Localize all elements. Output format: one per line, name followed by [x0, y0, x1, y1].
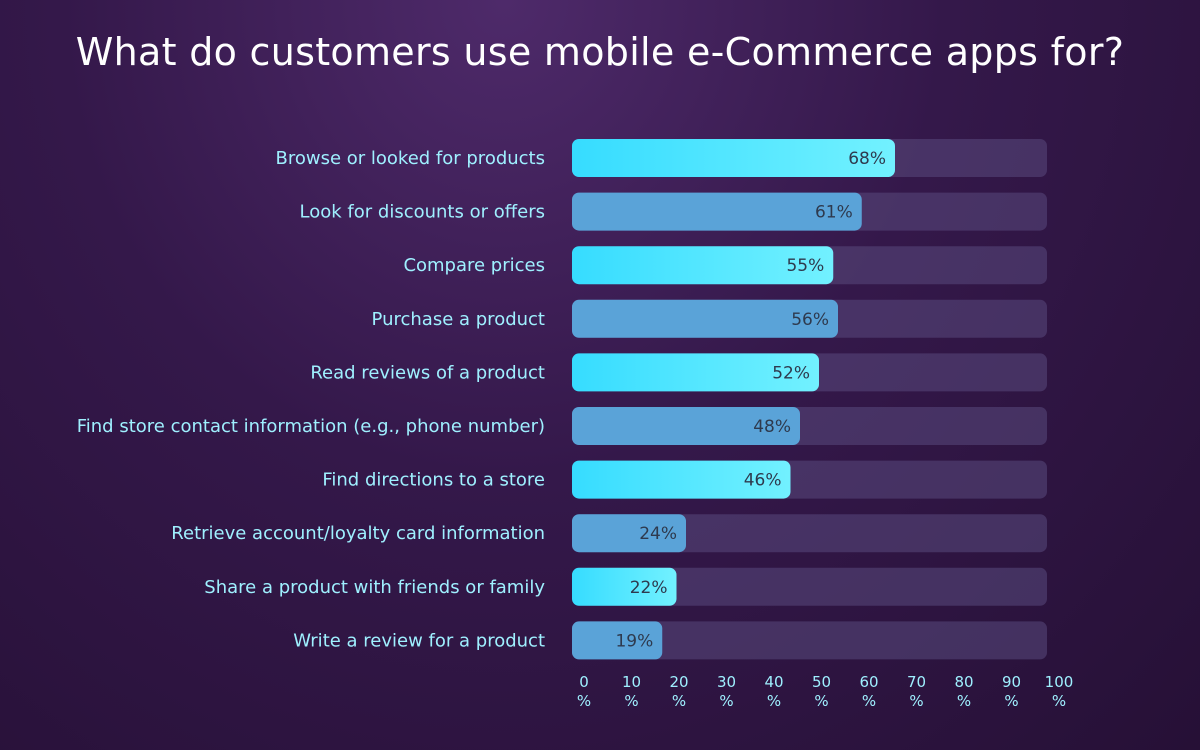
tick-unit: %	[577, 692, 591, 710]
category-labels: Browse or looked for products Look for di…	[77, 148, 546, 651]
tick-unit: %	[1052, 692, 1066, 710]
tick-label: 50	[812, 673, 831, 691]
tick-label: 70	[907, 673, 926, 691]
category-label: Retrieve account/loyalty card informatio…	[171, 523, 545, 544]
bar	[572, 567, 677, 606]
category-label: Purchase a product	[372, 309, 545, 330]
category-label: Write a review for a product	[293, 630, 545, 651]
tick-label: 30	[717, 673, 736, 691]
value-label: 22%	[630, 578, 668, 598]
tick-unit: %	[957, 692, 971, 710]
tick-label: 10	[622, 673, 641, 691]
value-labels: 68% 61% 55% 56% 52% 48% 46% 24% 22% 19%	[615, 149, 886, 651]
bar	[572, 246, 834, 285]
value-label: 24%	[639, 524, 677, 544]
tick-label: 80	[954, 673, 973, 691]
tick-unit: %	[719, 692, 733, 710]
tick-label: 20	[669, 673, 688, 691]
bar-track	[572, 514, 1047, 553]
value-label: 46%	[744, 471, 782, 491]
category-label: Read reviews of a product	[310, 362, 545, 383]
tick-label: 60	[859, 673, 878, 691]
tick-unit: %	[672, 692, 686, 710]
bars	[572, 139, 895, 660]
bar	[572, 514, 686, 553]
x-axis-ticks: 0%10%20%30%40%50%60%70%80%90%100%	[577, 673, 1073, 710]
value-label: 56%	[791, 310, 829, 330]
bar	[572, 407, 800, 445]
value-label: 19%	[615, 631, 653, 651]
tick-unit: %	[862, 692, 876, 710]
category-label: Browse or looked for products	[275, 148, 545, 169]
tick-label: 90	[1002, 673, 1021, 691]
chart-title: What do customers use mobile e-Commerce …	[75, 30, 1125, 74]
value-label: 55%	[786, 256, 824, 276]
category-label: Compare prices	[403, 255, 545, 276]
bar	[572, 353, 819, 392]
bar	[572, 299, 838, 338]
bar-track	[572, 567, 1047, 606]
bar	[572, 139, 895, 177]
value-label: 61%	[815, 203, 853, 223]
tick-unit: %	[624, 692, 638, 710]
category-label: Share a product with friends or family	[204, 577, 545, 598]
tick-unit: %	[909, 692, 923, 710]
tick-unit: %	[767, 692, 781, 710]
value-label: 68%	[848, 149, 886, 169]
value-label: 48%	[753, 417, 791, 437]
tick-label: 40	[764, 673, 783, 691]
category-label: Find store contact information (e.g., ph…	[77, 416, 545, 437]
category-label: Find directions to a store	[322, 470, 545, 491]
category-label: Look for discounts or offers	[300, 202, 545, 223]
bar-track	[572, 621, 1047, 660]
tick-unit: %	[1004, 692, 1018, 710]
tick-label: 100	[1045, 673, 1074, 691]
tick-label: 0	[579, 673, 589, 691]
tick-unit: %	[814, 692, 828, 710]
bar	[572, 460, 791, 499]
bar	[572, 192, 862, 231]
bar	[572, 621, 663, 660]
value-label: 52%	[772, 363, 810, 383]
